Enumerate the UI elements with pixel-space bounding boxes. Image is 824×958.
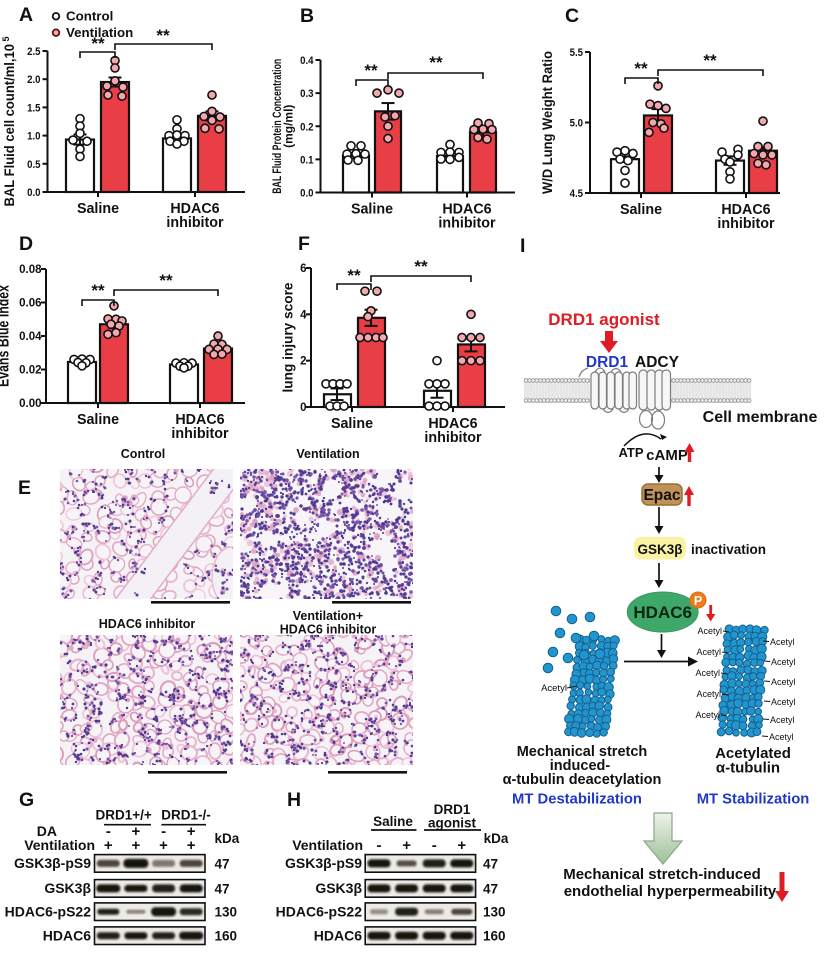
svg-text:lung injury score: lung injury score	[281, 282, 296, 392]
svg-text:**: **	[634, 59, 648, 78]
svg-text:0.5: 0.5	[27, 159, 40, 171]
svg-text:0: 0	[300, 402, 306, 414]
svg-text:Control: Control	[121, 447, 165, 461]
svg-text:inhibitor: inhibitor	[717, 216, 775, 232]
svg-text:Evans Blue Index: Evans Blue Index	[0, 285, 13, 387]
svg-text:**: **	[703, 51, 717, 70]
svg-text:0.08: 0.08	[19, 264, 42, 276]
svg-text:0.00: 0.00	[19, 398, 41, 410]
svg-text:**: **	[347, 266, 361, 285]
svg-text:2: 2	[300, 356, 306, 368]
svg-text:HDAC6 inhibitor: HDAC6 inhibitor	[99, 617, 196, 631]
svg-text:5.0: 5.0	[570, 118, 583, 130]
svg-text:C: C	[565, 5, 579, 27]
svg-text:0.4: 0.4	[300, 55, 314, 67]
svg-text:Control: Control	[66, 9, 113, 24]
svg-text:2.5: 2.5	[27, 46, 40, 58]
svg-text:0.06: 0.06	[19, 298, 41, 310]
svg-text:4.5: 4.5	[570, 188, 583, 200]
svg-text:Saline: Saline	[331, 416, 373, 432]
svg-text:HDAC6 inhibitor: HDAC6 inhibitor	[280, 623, 377, 637]
svg-text:Saline: Saline	[620, 202, 662, 218]
svg-text:**: **	[159, 271, 173, 290]
svg-text:BAL Fluid cell count/ml,10 5: BAL Fluid cell count/ml,10 5	[1, 36, 17, 207]
svg-text:6: 6	[300, 263, 306, 275]
svg-text:1.0: 1.0	[27, 131, 40, 143]
svg-text:0.0: 0.0	[27, 187, 40, 199]
svg-text:B: B	[300, 5, 314, 27]
svg-text:0.02: 0.02	[19, 365, 41, 377]
svg-text:Ventilation+: Ventilation+	[293, 609, 364, 623]
svg-text:D: D	[19, 233, 33, 255]
svg-text:Saline: Saline	[77, 412, 119, 428]
svg-text:(mg/ml): (mg/ml)	[282, 105, 296, 148]
svg-text:0.3: 0.3	[300, 88, 313, 100]
svg-text:0.1: 0.1	[300, 154, 313, 166]
svg-text:E: E	[18, 477, 31, 499]
svg-text:inhibitor: inhibitor	[171, 426, 229, 442]
svg-text:0.04: 0.04	[19, 331, 42, 343]
svg-text:inhibitor: inhibitor	[166, 215, 224, 231]
svg-text:0.0: 0.0	[300, 188, 313, 200]
svg-text:**: **	[91, 281, 105, 300]
svg-text:1.5: 1.5	[27, 102, 40, 114]
svg-text:Saline: Saline	[77, 201, 119, 217]
svg-text:F: F	[298, 233, 310, 255]
svg-text:Ventilation: Ventilation	[66, 25, 133, 40]
svg-text:**: **	[429, 53, 443, 72]
svg-text:W/D Lung Weight Ratio: W/D Lung Weight Ratio	[540, 51, 555, 194]
svg-text:**: **	[364, 61, 378, 80]
svg-text:2.0: 2.0	[27, 74, 40, 86]
svg-text:inhibitor: inhibitor	[438, 216, 496, 232]
svg-text:0.2: 0.2	[300, 121, 313, 133]
svg-text:**: **	[156, 26, 170, 45]
svg-text:Ventilation: Ventilation	[296, 447, 359, 461]
svg-text:**: **	[414, 257, 428, 276]
svg-text:A: A	[19, 4, 33, 26]
svg-text:5.5: 5.5	[570, 47, 583, 59]
svg-text:Saline: Saline	[351, 202, 393, 218]
svg-text:inhibitor: inhibitor	[424, 430, 482, 446]
svg-text:4: 4	[300, 309, 307, 321]
